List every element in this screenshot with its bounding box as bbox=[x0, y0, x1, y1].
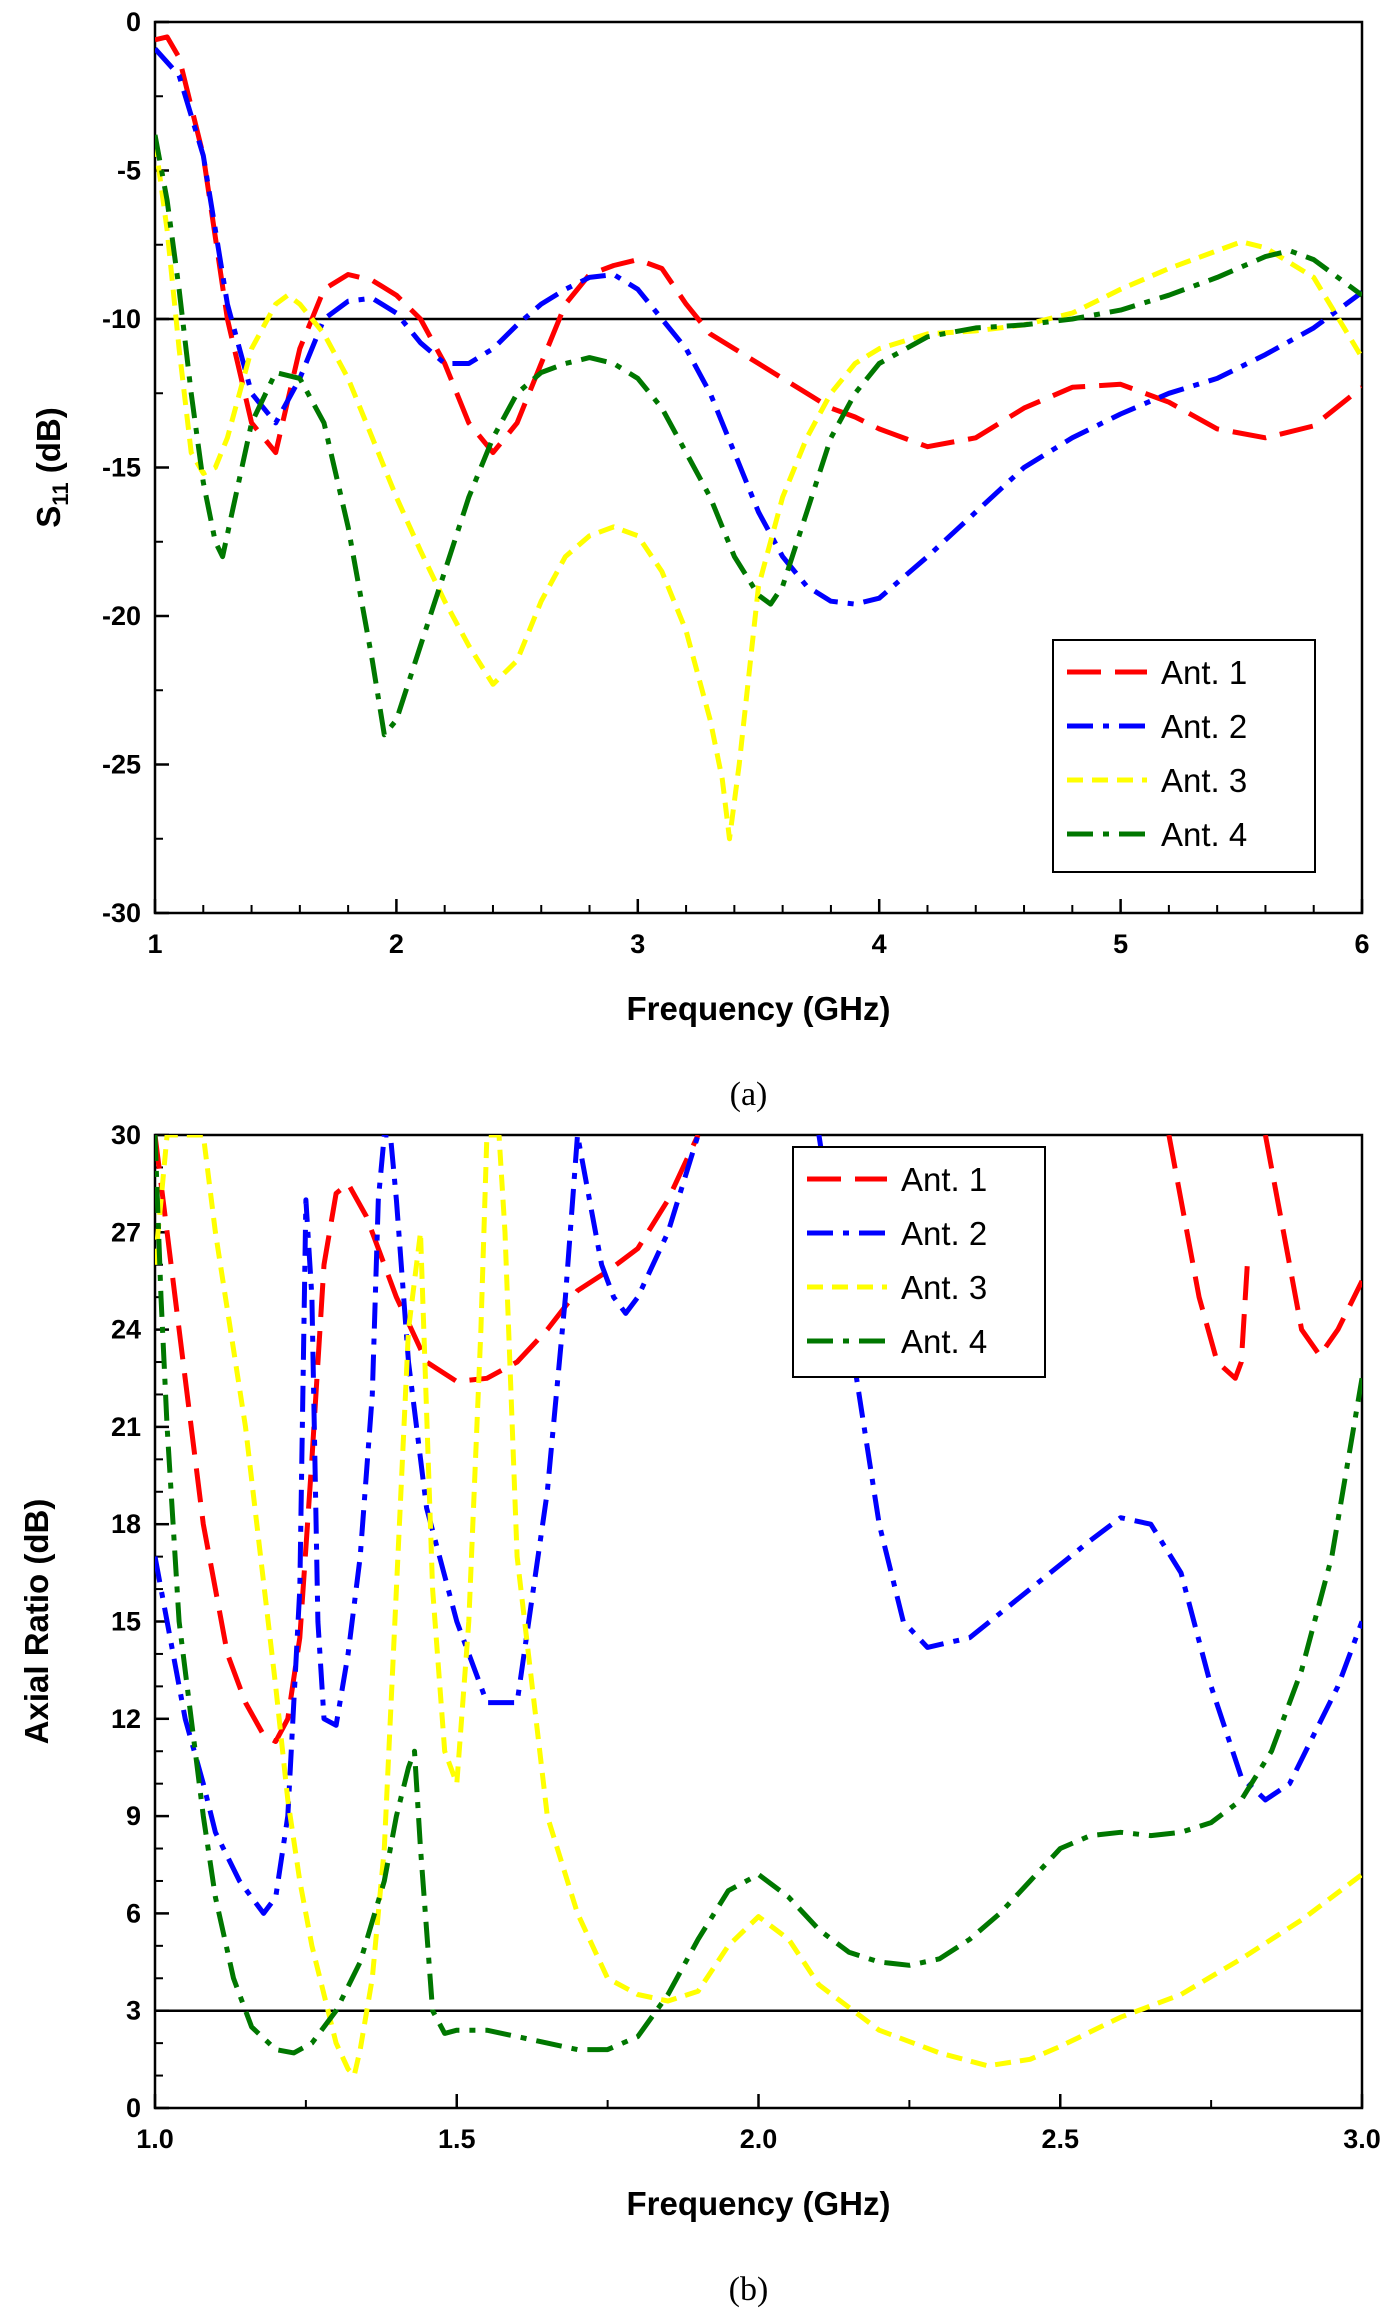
y-tick-label: 24 bbox=[111, 1315, 141, 1345]
legend-box bbox=[1052, 639, 1316, 873]
x-tick-label: 3 bbox=[630, 929, 645, 959]
y-tick-label: 18 bbox=[111, 1509, 141, 1539]
legend-label-2: Ant. 2 bbox=[901, 1215, 987, 1252]
chart-a: -30 -25 -20 -15 -10 -5 0 1 2 3 4 5 6 Frequency (GHz) S… bbox=[30, 7, 1370, 1113]
chart-b: 0 3 6 9 12 15 18 21 24 27 30 1.0 1.5 2.0 2.5 3.0 Frequen… bbox=[18, 1120, 1381, 2308]
panel-label: (a) bbox=[730, 1076, 768, 1113]
legend-box bbox=[792, 1146, 1046, 1378]
y-tick-label: 0 bbox=[126, 7, 141, 37]
series-line-2 bbox=[155, 47, 1362, 607]
y-axis-label-unit: (dB) bbox=[30, 407, 67, 482]
y-tick-label: 3 bbox=[126, 1996, 141, 2026]
legend-label-2: Ant. 2 bbox=[1161, 708, 1247, 745]
legend-label-3: Ant. 3 bbox=[1161, 762, 1247, 799]
y-tick-label: 12 bbox=[111, 1704, 141, 1734]
series-line-3 bbox=[155, 140, 1362, 842]
x-axis-label: Frequency (GHz) bbox=[626, 990, 890, 1027]
x-tick-label: 3.0 bbox=[1343, 2124, 1381, 2154]
legend-label-4: Ant. 4 bbox=[901, 1323, 987, 1360]
x-tick-label: 6 bbox=[1354, 929, 1369, 959]
plot-area bbox=[155, 1135, 1362, 2079]
legend-label-3: Ant. 3 bbox=[901, 1269, 987, 1306]
x-tick-label: 2.5 bbox=[1041, 2124, 1079, 2154]
panel-label: (b) bbox=[729, 2271, 769, 2308]
series-line-1 bbox=[155, 1135, 1362, 1744]
y-tick-label: -20 bbox=[102, 601, 141, 631]
legend-label-4: Ant. 4 bbox=[1161, 816, 1247, 853]
y-tick-label: 21 bbox=[111, 1412, 141, 1442]
series-line-3 bbox=[155, 1135, 1362, 2079]
y-tick-label: -30 bbox=[102, 898, 141, 928]
y-axis-label: Axial Ratio (dB) bbox=[18, 1499, 55, 1745]
x-axis-label: Frequency (GHz) bbox=[626, 2185, 890, 2222]
x-tick-label: 1.0 bbox=[136, 2124, 174, 2154]
plot-frame bbox=[153, 1133, 1364, 2110]
x-tick-label: 1.5 bbox=[438, 2124, 476, 2154]
x-tick-label: 2.0 bbox=[740, 2124, 778, 2154]
y-tick-label: -5 bbox=[117, 156, 141, 186]
x-tick-label: 4 bbox=[872, 929, 887, 959]
y-axis-label-sub: 11 bbox=[48, 482, 73, 505]
series-line-4 bbox=[155, 134, 1362, 738]
legend-label-1: Ant. 1 bbox=[901, 1161, 987, 1198]
legend-label-1: Ant. 1 bbox=[1161, 654, 1247, 691]
y-axis-label-main: S bbox=[30, 506, 67, 528]
legend: Ant. 1 Ant. 2 Ant. 3 Ant. 4 bbox=[1052, 639, 1316, 873]
series-line-2 bbox=[155, 1135, 1362, 1916]
y-tick-label: 6 bbox=[126, 1898, 141, 1928]
x-tick-label: 2 bbox=[389, 929, 404, 959]
legend: Ant. 1 Ant. 2 Ant. 3 Ant. 4 bbox=[792, 1146, 1046, 1378]
series-line-1 bbox=[155, 34, 1362, 456]
y-tick-label: 30 bbox=[111, 1120, 141, 1150]
series-line-4 bbox=[155, 1135, 1362, 2056]
x-tick-label: 5 bbox=[1113, 929, 1128, 959]
y-tick-label: -15 bbox=[102, 453, 141, 483]
y-tick-label: 27 bbox=[111, 1217, 141, 1247]
y-tick-label: -10 bbox=[102, 304, 141, 334]
y-axis-label: S11 (dB) bbox=[30, 407, 73, 527]
x-tick-label: 1 bbox=[147, 929, 162, 959]
y-tick-label: 9 bbox=[126, 1801, 141, 1831]
plot-area bbox=[155, 34, 1362, 842]
y-tick-label: 15 bbox=[111, 1607, 141, 1637]
y-tick-label: -25 bbox=[102, 750, 141, 780]
y-tick-label: 0 bbox=[126, 2093, 141, 2123]
